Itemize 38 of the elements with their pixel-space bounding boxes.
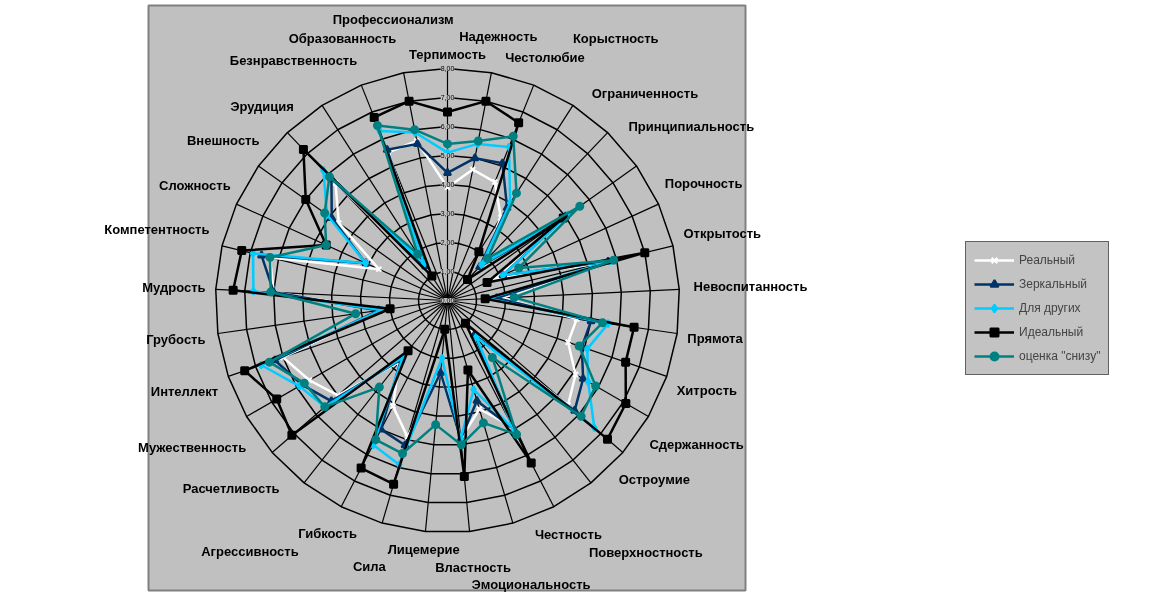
spoke-label: Терпимость [408,46,487,62]
spoke-label: Профессионализм [332,11,454,27]
spoke-label: Принципиальность [628,119,755,135]
spoke-label: Невоспитанность [693,278,808,294]
spoke-label: Остроумие [618,472,690,488]
spoke-label: Гибкость [298,525,357,541]
spoke-label: Сдержанность [649,436,744,452]
spoke-label: Компетентность [104,222,210,238]
spoke-label: Надежность [459,29,538,45]
legend-label: Реальный [1019,253,1076,267]
spoke-label: Хитрость [676,382,737,398]
spoke-label: Порочность [664,176,743,192]
spoke-label: Сложность [159,177,231,193]
spoke-label: Властность [435,560,511,576]
spoke-label: Эрудиция [230,98,294,114]
spoke-label: Эмоциональность [471,577,591,593]
spoke-label: Сила [352,559,387,575]
spoke-label: Прямота [687,331,744,347]
spoke-label: Честность [534,527,602,543]
spoke-label: Честолюбие [505,49,585,65]
legend-label: оценка "снизу" [1019,349,1101,363]
spoke-label: Грубость [146,332,206,348]
spoke-label: Мудрость [142,279,206,295]
spoke-label: Мужественность [138,440,247,456]
legend-label: Идеальный [1019,325,1084,339]
legend-label: Зеркальный [1019,277,1087,291]
spoke-label: Внешность [186,133,260,149]
spoke-label: Агрессивность [201,544,299,560]
spoke-label: Открытость [683,226,762,242]
spoke-label: Поверхностность [588,545,703,561]
spoke-label: Ограниченность [591,85,699,101]
spoke-label: Лицемерие [387,542,460,558]
spoke-label: Образованность [288,30,397,46]
spoke-label: Корыстность [572,31,659,47]
legend-label: Для других [1019,301,1081,315]
spoke-label: Интеллект [150,384,219,400]
spoke-label: Безнравственность [229,53,358,69]
spoke-label: Расчетливость [182,480,280,496]
